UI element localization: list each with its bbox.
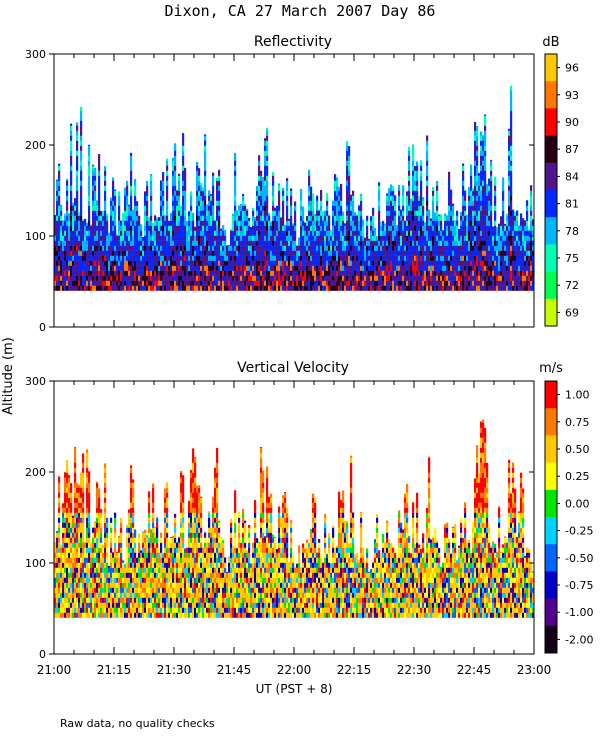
time-tick-label: 21:00	[37, 663, 72, 677]
velocity-title: Vertical Velocity	[237, 360, 349, 376]
colorbar-swatch	[545, 135, 557, 164]
colorbar-swatch	[545, 435, 557, 463]
figure-title: Dixon, CA 27 March 2007 Day 86	[165, 2, 436, 20]
colorbar-label: -0.25	[565, 525, 593, 538]
time-axis-labels: 21:00 21:15 21:30 21:45 22:00 22:15 22:30 22:45…	[37, 663, 552, 677]
colorbar-label: 75	[565, 252, 579, 265]
colorbar-frame	[544, 53, 558, 327]
time-tick-label: 23:00	[517, 663, 552, 677]
velocity-panel: Vertical Velocity 0 100 200 300 m/s 1.00 0.7…	[25, 360, 593, 661]
colorbar-frame	[544, 380, 558, 654]
time-tick-label: 21:15	[97, 663, 132, 677]
colorbar-label: -1.00	[565, 606, 593, 619]
reflectivity-panel: Reflectivity 0 100 200 300 dB 96 93 90 87 84 81 7…	[25, 34, 579, 334]
time-tick-label: 22:00	[277, 663, 312, 677]
colorbar-swatch	[545, 625, 557, 654]
velocity-y-axis: 0 100 200 300	[25, 375, 534, 661]
reflectivity-colorbar: 96 93 90 87 84 81 78 75 72 69	[544, 53, 579, 327]
velocity-cells	[54, 419, 535, 618]
colorbar-label: 96	[565, 62, 579, 75]
colorbar-swatch	[545, 381, 557, 409]
colorbar-swatch	[545, 81, 557, 109]
colorbar-swatch	[545, 489, 557, 518]
colorbar-swatch	[545, 408, 557, 436]
colorbar-label: 0.00	[565, 497, 590, 510]
reflectivity-y-axis: 0 100 200 300	[25, 48, 534, 334]
colorbar-label: 72	[565, 279, 579, 292]
colorbar-label: -2.00	[565, 633, 593, 646]
y-tick-label: 100	[25, 230, 46, 243]
colorbar-label: 0.75	[565, 416, 590, 429]
time-tick-label: 21:30	[157, 663, 192, 677]
y-axis-label: Altitude (m)	[1, 337, 16, 415]
time-tick-label: 22:15	[337, 663, 372, 677]
colorbar-label: 84	[565, 170, 579, 183]
reflectivity-cells	[54, 85, 535, 291]
colorbar-label: 90	[565, 116, 579, 129]
colorbar-swatch	[545, 598, 557, 627]
y-tick-label: 100	[25, 557, 46, 570]
colorbar-label: 81	[565, 198, 579, 211]
y-tick-label: 200	[25, 466, 46, 479]
colorbar-swatch	[545, 217, 557, 245]
velocity-colorbar-unit: m/s	[539, 361, 563, 376]
y-tick-label: 0	[39, 321, 46, 334]
colorbar-swatch	[545, 517, 557, 545]
y-tick-label: 300	[25, 48, 46, 61]
y-tick-label: 0	[39, 648, 46, 661]
colorbar-swatch	[545, 190, 557, 218]
colorbar-label: 93	[565, 89, 579, 102]
colorbar-swatch	[545, 54, 557, 82]
colorbar-swatch	[545, 271, 557, 300]
colorbar-swatch	[545, 462, 557, 491]
time-tick-label: 21:45	[217, 663, 252, 677]
colorbar-label: 69	[565, 306, 579, 319]
colorbar-label: 78	[565, 225, 579, 238]
time-tick-label: 22:30	[397, 663, 432, 677]
colorbar-swatch	[545, 244, 557, 272]
reflectivity-colorbar-unit: dB	[542, 35, 559, 50]
colorbar-swatch	[545, 162, 557, 191]
colorbar-label: 1.00	[565, 389, 590, 402]
colorbar-swatch	[545, 108, 557, 136]
colorbar-label: -0.50	[565, 552, 593, 565]
footnote: Raw data, no quality checks	[60, 717, 215, 730]
velocity-x-ticks	[53, 381, 535, 654]
colorbar-label: 0.25	[565, 470, 590, 483]
x-axis-label: UT (PST + 8)	[256, 682, 333, 696]
colorbar-label: 87	[565, 143, 579, 156]
time-tick-label: 22:45	[457, 663, 492, 677]
reflectivity-x-ticks	[53, 54, 535, 327]
colorbar-swatch	[545, 544, 557, 572]
colorbar-label: 0.50	[565, 443, 590, 456]
y-tick-label: 200	[25, 139, 46, 152]
reflectivity-title: Reflectivity	[254, 34, 332, 50]
colorbar-swatch	[545, 571, 557, 599]
colorbar-swatch	[545, 298, 557, 327]
velocity-colorbar: 1.00 0.75 0.50 0.25 0.00 -0.25 -0.50 -0.75 -1.00…	[544, 380, 593, 654]
y-tick-label: 300	[25, 375, 46, 388]
colorbar-label: -0.75	[565, 579, 593, 592]
